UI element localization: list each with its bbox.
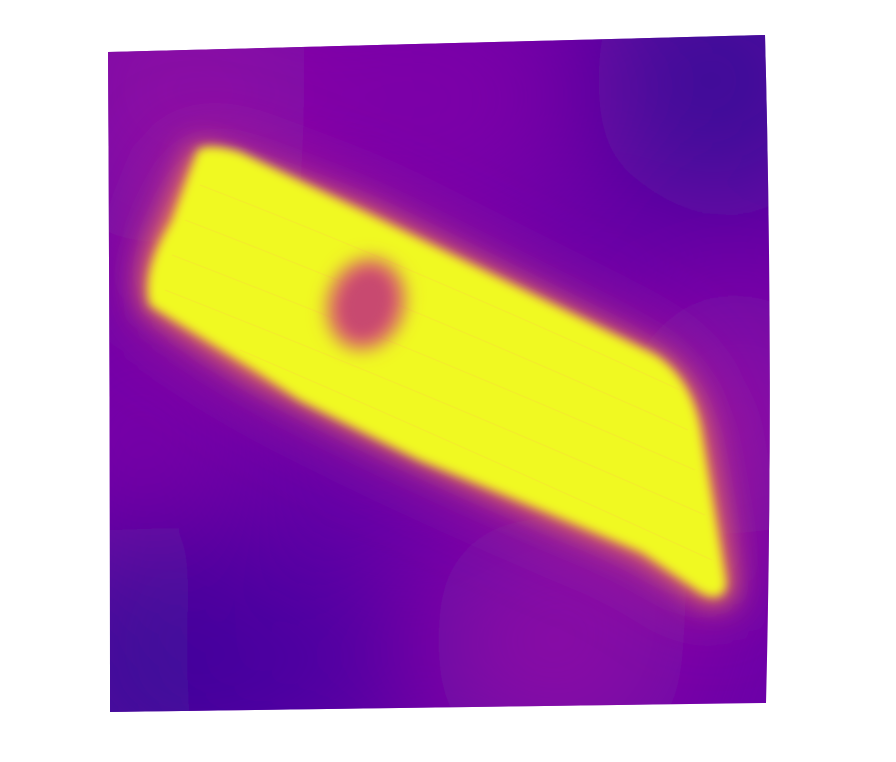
high-value-field [148, 146, 726, 597]
field-texture [164, 184, 713, 561]
interior-hole-core [343, 274, 389, 334]
raster-layer [108, 35, 770, 712]
